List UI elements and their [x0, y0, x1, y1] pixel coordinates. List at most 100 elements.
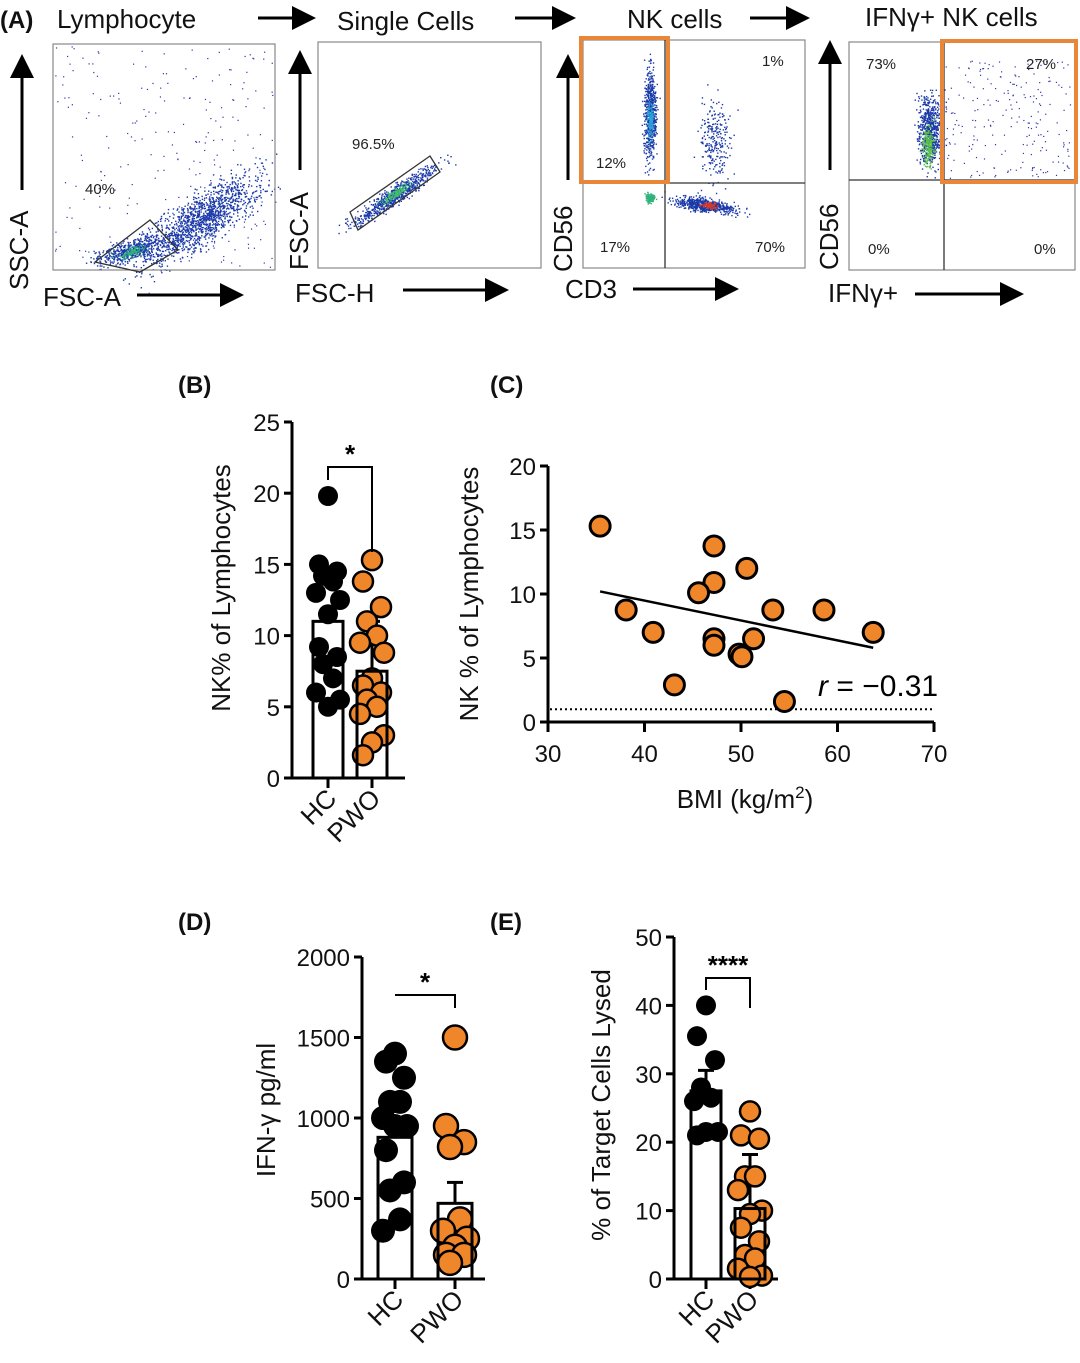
single-cell-gate — [349, 155, 441, 231]
panel-a-label: (A) — [0, 7, 33, 34]
significance-bracket — [395, 994, 456, 1008]
data-point — [730, 645, 754, 669]
x-tick-label: 50 — [728, 741, 755, 768]
panel-label: (B) — [178, 372, 211, 399]
gate-percent: 40% — [85, 181, 115, 198]
data-point — [383, 1114, 407, 1139]
data-point — [701, 1087, 721, 1108]
data-point — [735, 556, 759, 580]
y-tick-label: 40 — [635, 993, 662, 1020]
bar — [436, 1201, 474, 1281]
x-tick-label: 30 — [535, 741, 562, 768]
bar — [689, 1089, 723, 1281]
data-point — [360, 548, 384, 572]
x-axis-label: BMI (kg/m2) — [677, 783, 814, 814]
flow-plot-2 — [317, 41, 542, 269]
bar — [376, 1135, 414, 1281]
significance-label: **** — [708, 950, 749, 980]
data-point — [772, 690, 796, 714]
step-nk-cells: NK cells — [627, 4, 722, 34]
y-axis-label: % of Target Cells Lysed — [586, 969, 616, 1241]
data-point — [378, 1178, 402, 1203]
significance-bracket — [705, 977, 751, 1008]
panel-c: (C) NK % of Lymphocytes BMI (kg/m2) 0 5 10 15 2… — [454, 372, 947, 814]
panel-label: (E) — [490, 909, 522, 936]
correlation-annotation: r = −0.31 — [818, 670, 938, 703]
y-axis-label: NK% of Lymphocytes — [206, 464, 236, 712]
data-point — [318, 696, 338, 717]
data-point — [687, 1026, 707, 1047]
y-tick-label: 20 — [509, 454, 536, 481]
panel-label: (C) — [490, 372, 523, 399]
flow-events — [55, 46, 1072, 295]
significance-label: * — [345, 439, 356, 469]
x-tick-label: HC — [361, 1284, 409, 1332]
plot1-ylabel: SSC-A — [4, 210, 34, 290]
data-point — [761, 598, 785, 622]
y-tick-label: 25 — [253, 410, 280, 437]
y-tick-label: 15 — [509, 518, 536, 545]
data-point — [374, 1049, 398, 1074]
y-axis-label: NK % of Lymphocytes — [454, 467, 484, 722]
data-point — [392, 1065, 416, 1090]
data-point — [351, 570, 375, 593]
gate-percent: 96.5% — [352, 136, 395, 153]
data-point — [705, 1050, 725, 1071]
data-point — [588, 514, 612, 538]
y-tick-label: 5 — [267, 695, 280, 722]
y-tick-label: 10 — [253, 624, 280, 651]
data-point — [306, 682, 326, 703]
y-tick-label: 0 — [649, 1267, 662, 1294]
plot2-xlabel: FSC-H — [295, 278, 374, 308]
y-tick-label: 15 — [253, 552, 280, 579]
bar — [733, 1207, 767, 1281]
gate-percent: 0% — [868, 241, 890, 258]
data-point — [436, 1133, 464, 1161]
data-point — [684, 1091, 704, 1112]
flow-plot-1 — [52, 43, 276, 271]
data-point — [436, 1249, 464, 1277]
plot2-ylabel: FSC-A — [284, 191, 314, 270]
gate-percent: 27% — [1026, 56, 1056, 73]
y-tick-label: 10 — [635, 1199, 662, 1226]
x-tick-label: 40 — [631, 741, 658, 768]
y-axis-label: IFN-γ pg/ml — [251, 1043, 281, 1177]
gate-percent: 70% — [755, 239, 785, 256]
data-point — [374, 1138, 398, 1163]
panel-a: (A) Lymphocyte Single Cells NK cells IFN… — [0, 2, 1078, 312]
data-point — [388, 1207, 412, 1232]
gate-percent: 73% — [866, 56, 896, 73]
trend-line — [599, 590, 874, 649]
data-point — [662, 673, 686, 697]
data-point — [729, 1124, 753, 1147]
data-point — [441, 1024, 469, 1051]
data-point — [348, 631, 372, 654]
data-point — [313, 654, 333, 675]
x-tick-label: 70 — [921, 741, 948, 768]
data-point — [306, 582, 326, 603]
y-tick-label: 10 — [509, 582, 536, 609]
gate-percent: 1% — [762, 53, 784, 70]
data-point — [318, 486, 338, 507]
data-point — [369, 595, 393, 619]
y-tick-label: 500 — [310, 1187, 350, 1214]
data-point — [318, 604, 338, 625]
nk-gate — [579, 36, 670, 184]
x-tick-label: 60 — [824, 741, 851, 768]
data-point — [641, 620, 665, 644]
plot4-xlabel: IFNγ+ — [828, 278, 898, 308]
data-point — [702, 633, 726, 657]
step-ifng-nk-cells: IFNγ+ NK cells — [865, 2, 1038, 32]
lymphocyte-gate — [93, 219, 180, 273]
plot3-xlabel: CD3 — [565, 274, 617, 304]
data-point — [348, 702, 372, 726]
gate-percent: 17% — [600, 239, 630, 256]
plot1-xlabel: FSC-A — [43, 282, 122, 312]
y-tick-label: 0 — [523, 710, 536, 737]
x-tick-label: PWO — [404, 1284, 469, 1349]
data-point — [742, 627, 766, 651]
